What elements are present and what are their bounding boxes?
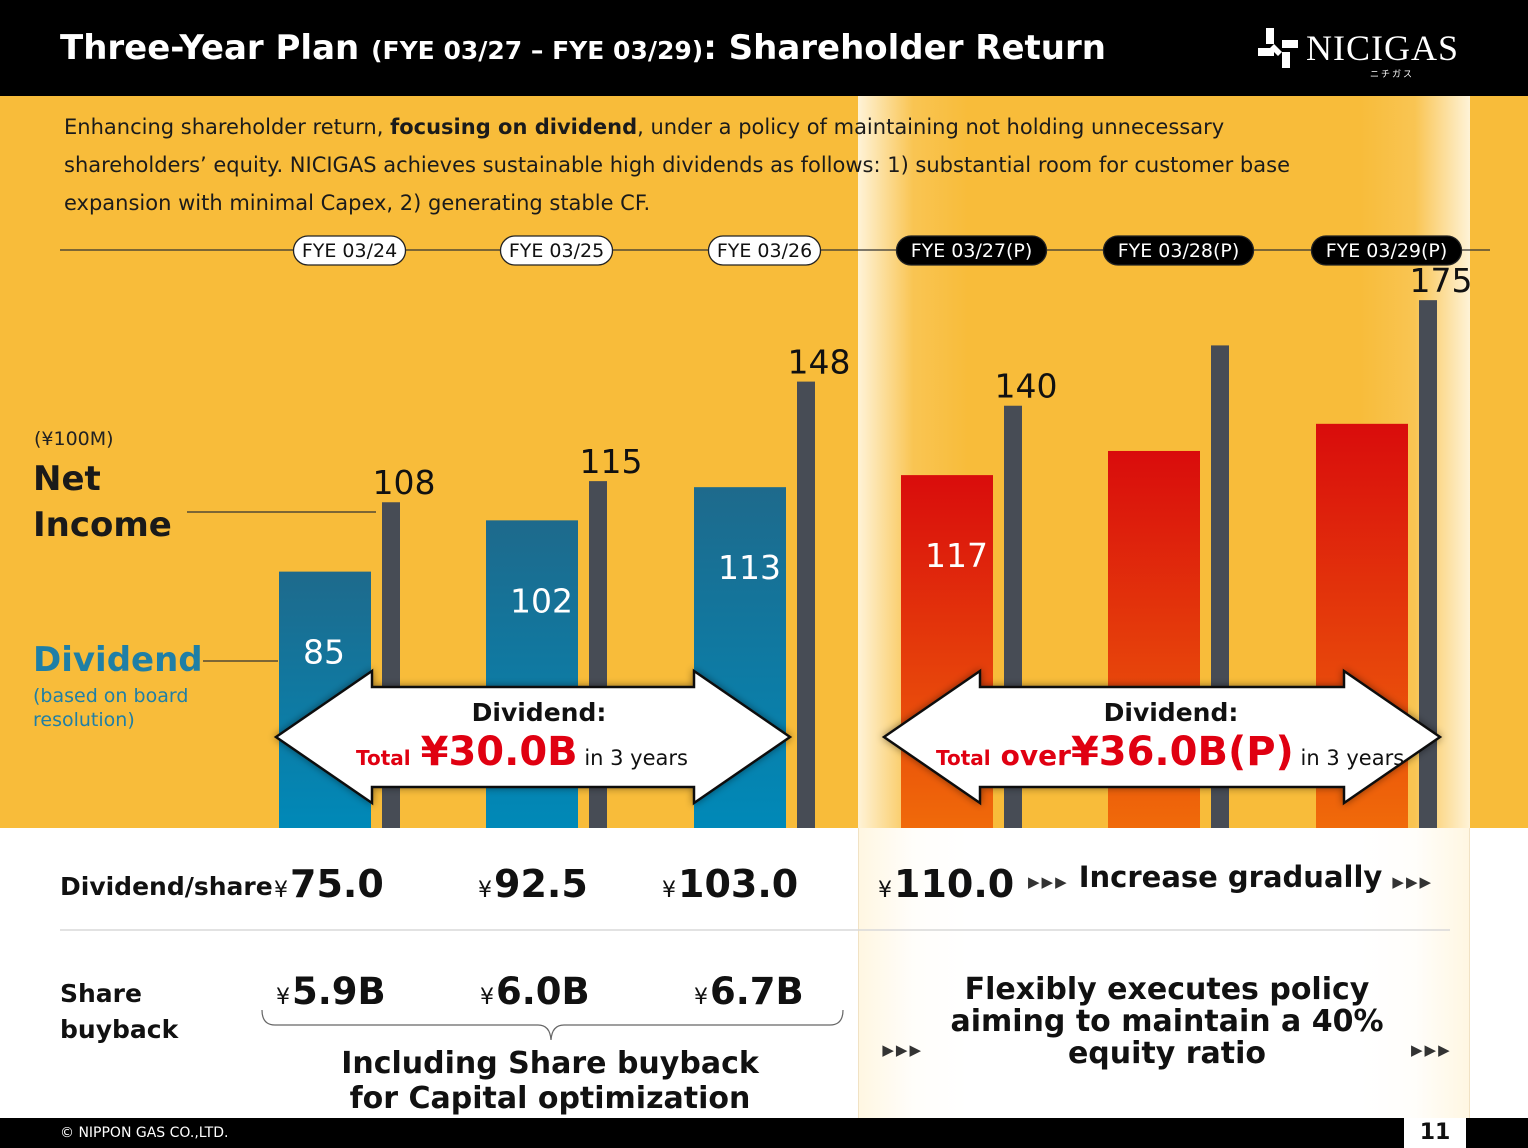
- buyback-value-fy25: ¥6.0B: [480, 970, 590, 1013]
- arrow-plan-text: Dividend: Total over¥36.0B(P) in 3 years: [936, 698, 1404, 775]
- arrow-plan-total-word: Total: [936, 746, 991, 770]
- net-income-label: Net Income: [33, 459, 172, 545]
- buyback-label: Share buyback: [60, 979, 179, 1044]
- plan-highlight-lower: [858, 828, 1470, 1118]
- unit-label: (¥100M): [34, 428, 114, 450]
- buyback-actual-note: Including Share buyback for Capital opti…: [341, 1046, 759, 1116]
- triangles-icon: ▶▶▶: [1411, 1041, 1452, 1059]
- triangles-icon: ▶▶▶: [1028, 873, 1069, 891]
- page-number: 11: [1404, 1118, 1466, 1148]
- arrow-actual-text: Dividend: Total ¥30.0B in 3 years: [356, 698, 690, 775]
- triangles-icon: ▶▶▶: [1392, 873, 1434, 891]
- arrow-actual-heading: Dividend:: [471, 698, 607, 727]
- buyback-value-fy26: ¥6.7B: [694, 970, 804, 1013]
- dps-value-fy25: ¥92.5: [478, 862, 588, 906]
- arrow-actual-amount: ¥30.0B: [420, 729, 578, 775]
- arrow-actual-suffix: in 3 years: [577, 746, 688, 770]
- title-period: (FYE 03/27 – FYE 03/29): [371, 36, 704, 65]
- triangles-icon: ▶▶▶: [882, 1041, 923, 1059]
- header-bar: Three-Year Plan (FYE 03/27 – FYE 03/29):…: [0, 0, 1528, 96]
- buyback-plan-note: ▶▶▶ Flexibly executes policy aiming to m…: [882, 972, 1452, 1071]
- arrow-actual-total-word: Total: [356, 746, 411, 770]
- logo-mark-icon: [1258, 28, 1298, 68]
- dps-value-fy27: ¥110.0: [878, 862, 1015, 906]
- intro-emphasis: focusing on dividend: [390, 115, 638, 139]
- dps-label: Dividend/share: [60, 872, 273, 901]
- footer-bar: © NIPPON GAS CO.,LTD.: [0, 1118, 1528, 1148]
- page-title: Three-Year Plan (FYE 03/27 – FYE 03/29):…: [60, 28, 1106, 68]
- logo-kana: ニチガス: [1370, 70, 1415, 80]
- buyback-brace: [261, 1009, 844, 1041]
- arrow-plan-prefix: over: [1000, 739, 1071, 772]
- dividend-label: Dividend: [33, 640, 203, 680]
- title-end: : Shareholder Return: [703, 28, 1106, 68]
- intro-text: Enhancing shareholder return, focusing o…: [64, 115, 1290, 215]
- title-main: Three-Year Plan: [60, 28, 372, 68]
- arrow-plan-heading: Dividend:: [1103, 698, 1239, 727]
- arrow-plan-amount: ¥36.0B(P): [1070, 729, 1294, 775]
- dps-value-fy26: ¥103.0: [662, 862, 799, 906]
- dps-plan-note: ▶▶▶ Increase gradually ▶▶▶: [1028, 860, 1434, 894]
- logo-text: NICIGAS: [1306, 28, 1460, 68]
- arrow-plan-suffix: in 3 years: [1293, 746, 1405, 770]
- dps-value-fy24: ¥75.0: [274, 862, 384, 906]
- buyback-value-fy24: ¥5.9B: [276, 970, 386, 1013]
- dividend-note: (based on board resolution): [33, 685, 189, 731]
- nicigas-logo: NICIGAS ニチガス: [1258, 26, 1460, 80]
- copyright: © NIPPON GAS CO.,LTD.: [60, 1125, 229, 1141]
